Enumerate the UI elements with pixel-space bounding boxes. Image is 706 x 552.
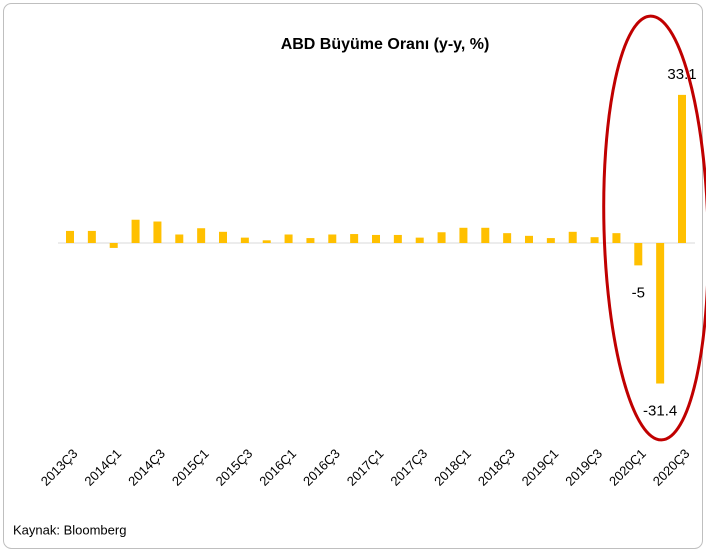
- bar: [437, 232, 446, 243]
- bar: [219, 231, 227, 243]
- highlight-ellipse: [602, 14, 706, 442]
- bar: [175, 234, 184, 243]
- bar: [393, 234, 402, 243]
- bar: [328, 234, 337, 243]
- data-label: 33.1: [667, 66, 696, 83]
- bar: [153, 221, 162, 243]
- bar: [109, 243, 118, 248]
- bar: [503, 233, 512, 243]
- bar: [459, 227, 468, 243]
- bar: [568, 231, 577, 243]
- bar: [634, 243, 643, 266]
- chart-frame: [3, 3, 703, 549]
- bar: [481, 227, 490, 243]
- bar: [612, 233, 621, 243]
- bar: [87, 230, 96, 243]
- data-label: -31.4: [643, 402, 677, 419]
- bar: [590, 237, 599, 243]
- chart-title: ABD Büyüme Oranı (y-y, %): [281, 36, 490, 53]
- bar: [656, 243, 665, 384]
- data-label: -5: [632, 284, 645, 301]
- source: Kaynak: Bloomberg: [13, 522, 126, 537]
- bar: [350, 234, 359, 243]
- bar: [372, 234, 380, 243]
- bar: [66, 230, 74, 243]
- bar: [240, 237, 249, 243]
- bar: [197, 228, 206, 243]
- bar: [262, 240, 271, 243]
- bar: [415, 237, 424, 243]
- bar: [546, 238, 555, 243]
- bar: [525, 235, 533, 243]
- bar: [131, 219, 140, 243]
- bar: [678, 94, 686, 243]
- bar: [306, 238, 315, 243]
- bar: [284, 234, 293, 243]
